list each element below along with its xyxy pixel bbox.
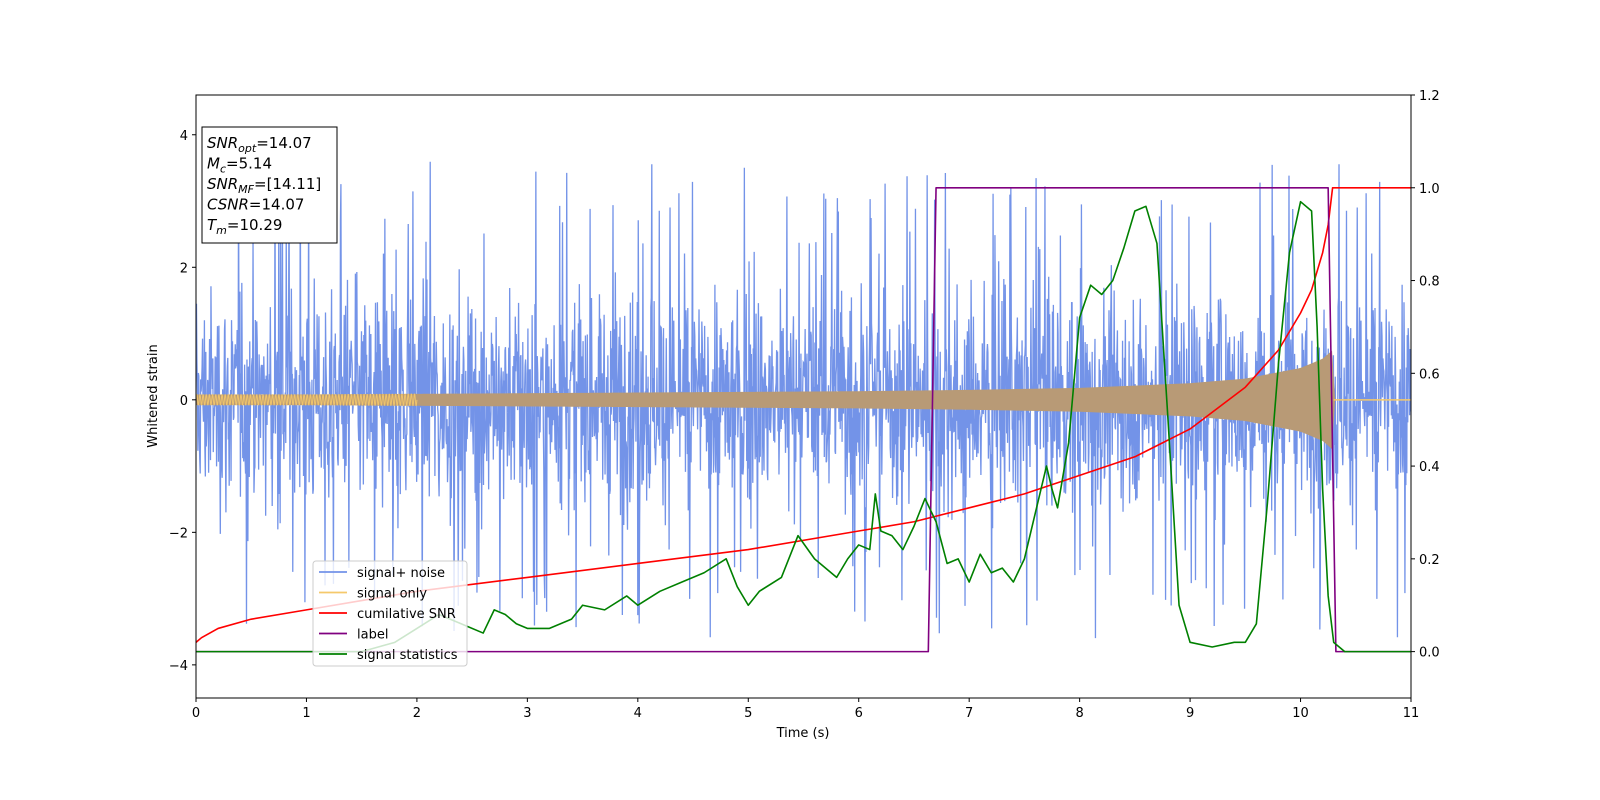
legend-frame <box>312 560 468 667</box>
x-tick-label: 2 <box>413 706 421 721</box>
x-tick-label: 5 <box>744 706 752 721</box>
info-box-line: CSNR=14.07 <box>207 196 304 214</box>
legend: signal+ noise signal only cumilative SNR la… <box>312 560 468 667</box>
y-left-tick-label: −2 <box>169 526 188 541</box>
series-line-signal-statistics <box>196 200 1411 653</box>
y-left-tick-label: 0 <box>180 394 188 409</box>
x-tick-label: 3 <box>523 706 531 721</box>
y-left-tick-label: −4 <box>169 659 188 674</box>
y-right-tick-label: 0.4 <box>1419 460 1440 475</box>
x-tick-label: 7 <box>965 706 973 721</box>
x-tick-label: 6 <box>855 706 863 721</box>
y-left-tick-label: 4 <box>180 129 188 144</box>
y-right-tick-label: 1.2 <box>1419 89 1440 104</box>
y-right-tick-label: 0.6 <box>1419 367 1440 382</box>
x-tick-label: 11 <box>1403 706 1420 721</box>
legend-label: cumilative SNR <box>357 607 456 622</box>
x-tick-label: 0 <box>192 706 200 721</box>
x-tick-label: 8 <box>1075 706 1083 721</box>
x-tick-label: 9 <box>1186 706 1194 721</box>
x-tick-label: 10 <box>1292 706 1309 721</box>
legend-label: signal+ noise <box>357 566 445 581</box>
plot-frame <box>195 94 1412 699</box>
info-box-frame <box>201 126 338 244</box>
y-left-tick-label: 2 <box>180 261 188 276</box>
y-right-tick-label: 0.0 <box>1419 646 1440 661</box>
info-box: SNRopt=14.07Mc=5.14SNRMF=[14.11]CSNR=14.… <box>201 126 338 244</box>
legend-label: signal statistics <box>357 648 458 663</box>
info-box-line: Tm=10.29 <box>207 216 282 237</box>
y-right-tick-label: 0.2 <box>1419 553 1440 568</box>
y-axis-label: Whitened strain <box>146 344 161 447</box>
y-right-tick-label: 1.0 <box>1419 182 1440 197</box>
series-area-signal-only <box>196 350 1411 450</box>
legend-label: signal only <box>357 587 427 602</box>
series-line-signal-only <box>196 393 418 406</box>
axes: 0 1 2 3 4 5 6 7 8 9 10 11 −4 −2 0 2 4 0.0 0.2 0.4 0.6 0.8 1.0 1… <box>169 89 1440 721</box>
plot-area <box>196 161 1411 653</box>
legend-label: label <box>357 628 388 643</box>
x-axis-label: Time (s) <box>776 726 830 741</box>
x-tick-label: 4 <box>634 706 642 721</box>
info-box-line: SNRopt=14.07 <box>207 134 312 155</box>
y-right-tick-label: 0.8 <box>1419 275 1440 290</box>
info-box-line: SNRMF=[14.11] <box>207 175 321 196</box>
x-tick-label: 1 <box>302 706 310 721</box>
info-box-line: Mc=5.14 <box>207 155 272 176</box>
